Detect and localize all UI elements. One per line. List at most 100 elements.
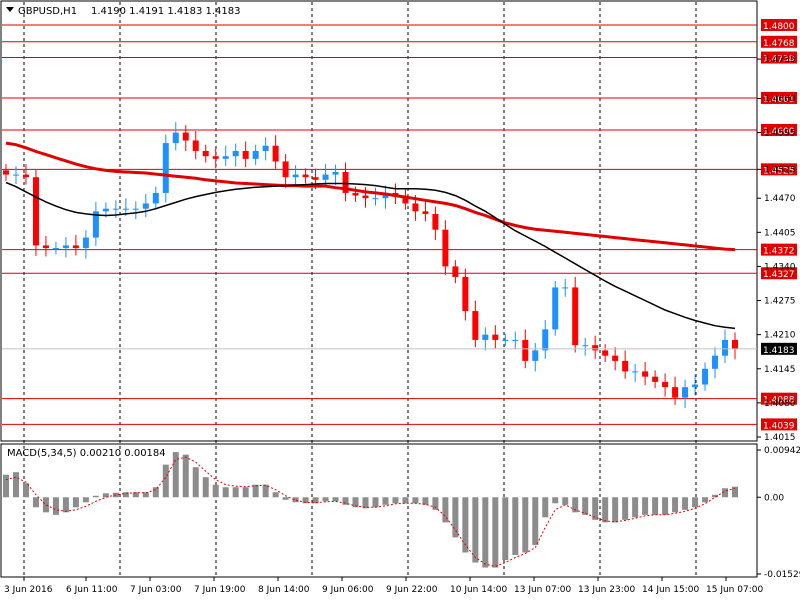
macd-bar [322, 497, 329, 502]
time-tick-label: 6 Jun 11:00 [66, 585, 118, 595]
macd-bar [12, 472, 19, 498]
candle-body [12, 174, 19, 176]
candle-body [222, 156, 229, 159]
candle-body [422, 211, 429, 214]
candle-body [172, 132, 179, 144]
macd-bar [212, 484, 219, 498]
candle-body [732, 339, 738, 349]
candle-body [432, 213, 439, 230]
macd-bar [732, 486, 738, 498]
level-label: 1.4738 [763, 55, 795, 65]
macd-bar [22, 483, 29, 498]
price-tick-label: 1.4735 [764, 55, 796, 65]
candle-body [382, 192, 389, 199]
level-label: 1.4768 [763, 39, 795, 49]
macd-bar [142, 492, 149, 498]
candle-body [462, 276, 469, 312]
macd-bar [362, 497, 369, 509]
macd-bar [432, 497, 439, 510]
candle-body [322, 174, 329, 180]
candle-body [202, 150, 209, 157]
macd-bar [102, 493, 109, 498]
time-tick-label: 9 Jun 22:00 [386, 585, 438, 595]
level-label: 1.4800 [763, 22, 795, 32]
macd-axis: 0.00942 0.00 -0.01529 [757, 446, 800, 580]
macd-bar [532, 497, 539, 545]
level-tag [761, 123, 797, 136]
macd-bar [472, 497, 479, 563]
macd-bar [492, 497, 499, 568]
candle-body [22, 174, 29, 178]
macd-bar [552, 497, 559, 504]
macd-bar [172, 452, 179, 498]
macd-bar [72, 497, 79, 508]
candle-body [42, 245, 49, 249]
macd-bar [342, 497, 349, 505]
candle-body [442, 229, 449, 267]
candle-body [472, 311, 479, 340]
level-label: 1.4600 [763, 127, 795, 137]
price-tick-label: 1.4595 [764, 129, 796, 139]
candle-body [52, 248, 59, 250]
candle-body [352, 192, 359, 196]
candle-body [412, 203, 419, 212]
macd-bar [292, 497, 299, 503]
candle-body [572, 287, 579, 346]
macd-bar [202, 477, 209, 498]
candle-body [562, 287, 569, 289]
candle-body [532, 350, 539, 361]
level-tag [761, 267, 797, 280]
candle-body [332, 171, 339, 175]
time-tick-label: 8 Jun 14:00 [258, 585, 310, 595]
macd-bar [502, 497, 509, 560]
candle-body [632, 371, 639, 373]
macd-bar [122, 492, 129, 498]
candle-body [312, 177, 319, 180]
price-tick-label: 1.4340 [764, 262, 796, 272]
macd-bar [272, 492, 279, 498]
macd-bar [152, 487, 159, 498]
macd-bar [82, 497, 89, 503]
candle-body [652, 376, 659, 382]
time-tick-label: 13 Jun 23:00 [578, 585, 635, 595]
level-tag [761, 35, 797, 48]
candle-body [32, 177, 39, 246]
candle-body [72, 245, 79, 249]
candle-body [662, 381, 669, 388]
price-tick-label: 1.4525 [764, 165, 796, 175]
macd-bar [662, 497, 669, 515]
price-tick-label: 1.4470 [764, 194, 796, 204]
level-label: 1.4525 [763, 166, 795, 176]
candle-body [512, 339, 519, 341]
time-tick-label: 10 Jun 14:00 [450, 585, 507, 595]
candle-body [102, 208, 109, 212]
macd-bar [562, 497, 569, 505]
candle-body [302, 174, 309, 178]
macd-bar [682, 497, 689, 510]
candle-body [702, 368, 709, 385]
candle-body [582, 345, 589, 347]
symbol-dropdown-icon[interactable] [6, 7, 14, 12]
candle-body [122, 208, 129, 210]
time-tick-label: 15 Jun 07:00 [706, 585, 763, 595]
candle-body [362, 195, 369, 199]
candle-body [92, 211, 99, 238]
level-tag [761, 243, 797, 256]
level-label: 1.4327 [763, 270, 795, 280]
candle-body [132, 208, 139, 210]
macd-bar [32, 497, 39, 508]
macd-tick-label: 0.00 [764, 493, 784, 503]
macd-bar [672, 497, 679, 513]
macd-bar [462, 497, 469, 553]
macd-bar [302, 497, 309, 504]
price-candles [3, 122, 738, 409]
candle-body [252, 150, 259, 159]
candle-body [692, 384, 699, 388]
level-label: 1.4372 [763, 247, 795, 257]
candle-body [162, 143, 169, 193]
macd-bar [542, 497, 549, 518]
candle-body [482, 334, 489, 340]
macd-bar [592, 497, 599, 520]
macd-bar [692, 497, 699, 508]
price-tick-label: 1.4660 [764, 94, 796, 104]
